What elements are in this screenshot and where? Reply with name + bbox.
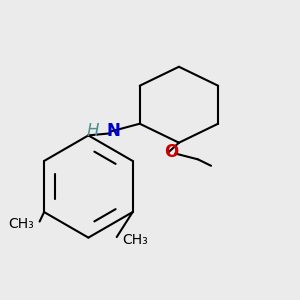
Text: CH₃: CH₃ [8, 218, 34, 232]
Text: N: N [106, 122, 120, 140]
Text: H: H [87, 122, 100, 140]
Text: CH₃: CH₃ [123, 233, 148, 247]
Text: O: O [164, 143, 179, 161]
